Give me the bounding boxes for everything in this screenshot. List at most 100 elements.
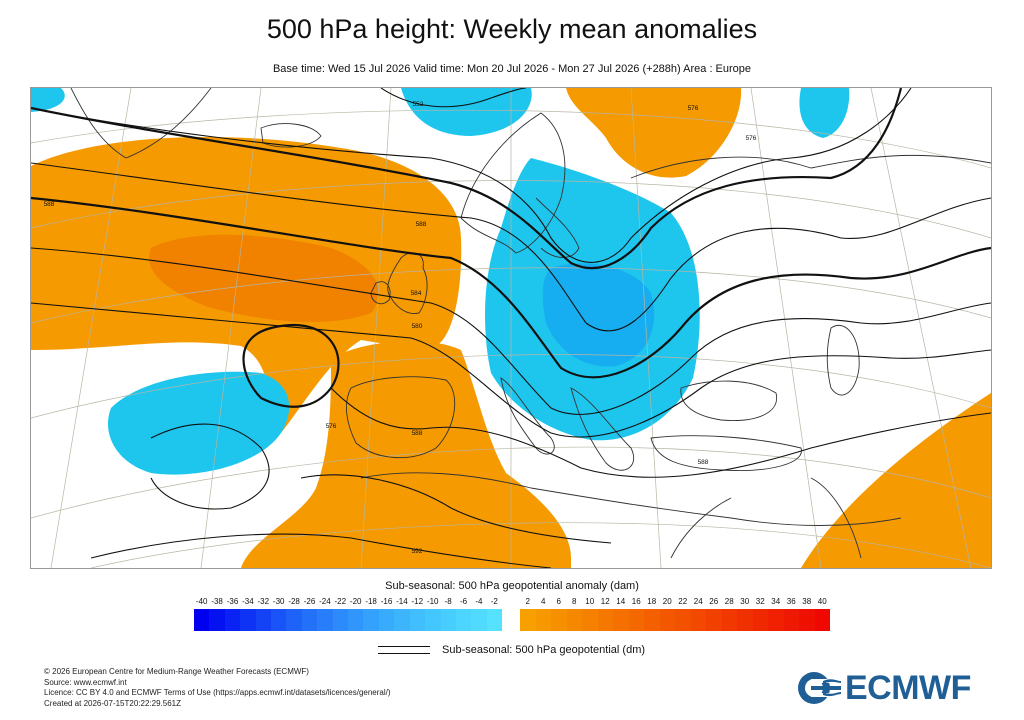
strong-negative-core <box>542 263 655 367</box>
negative-colorbar-swatch <box>394 609 410 631</box>
graticule-line <box>31 446 991 519</box>
coast-greenland <box>70 88 212 159</box>
footer-created: Created at 2026-07-15T20:22:29.561Z <box>44 698 181 708</box>
negative-colorbar-swatch <box>286 609 302 631</box>
negative-colorbar-tick-label: -26 <box>303 597 316 606</box>
positive-colorbar-tick-label: 4 <box>541 597 546 606</box>
negative-colorbar-swatch <box>455 609 472 631</box>
positive-colorbar-tick-label: 26 <box>709 597 719 606</box>
positive-colorbar-swatch <box>706 609 722 631</box>
coast-italy <box>500 377 555 455</box>
negative-colorbar-swatch <box>471 609 487 631</box>
positive-colorbar-tick-label: 18 <box>647 597 657 606</box>
negative-colorbar-swatch <box>425 609 441 631</box>
positive-colorbar-swatch <box>597 609 613 631</box>
contour-label-592: 592 <box>412 548 423 555</box>
positive-colorbar-tick-label: 8 <box>572 597 577 606</box>
geopotential-contours <box>31 88 991 568</box>
contour-588-line <box>242 323 340 408</box>
contour-558-line <box>31 88 912 263</box>
negative-colorbar-tick-label: -38 <box>211 597 223 606</box>
graticule-line <box>200 88 262 568</box>
positive-colorbar-swatch <box>551 609 567 631</box>
graticule-line <box>630 88 662 568</box>
negative-colorbar-swatch <box>363 609 379 631</box>
footer: © 2026 European Centre for Medium-Range … <box>44 667 391 709</box>
positive-colorbar-swatch <box>659 609 675 631</box>
coast-middle-east <box>810 477 862 559</box>
contour-label-580: 580 <box>412 323 423 330</box>
graticule-line <box>31 109 991 169</box>
map-panel[interactable]: 552 576 576 588 588 584 580 576 588 588 … <box>30 87 992 569</box>
negative-colorbar-tick-label: -24 <box>319 597 331 606</box>
contour-label-576-mid: 576 <box>326 423 337 430</box>
graticule-line <box>360 88 392 568</box>
negative-colorbar-tick-label: -2 <box>490 597 498 606</box>
contour-label-576-east: 576 <box>746 135 757 142</box>
strong-positive-core <box>149 234 379 323</box>
positive-colorbar <box>520 609 830 631</box>
positive-colorbar-swatch <box>582 609 598 631</box>
coast-arctic-russia <box>630 154 991 179</box>
contour-564-line <box>31 88 903 270</box>
chart-title: 500 hPa height: Weekly mean anomalies <box>266 14 758 44</box>
positive-colorbar-tick-label: 20 <box>662 597 672 606</box>
positive-colorbar-tick-label: 22 <box>678 597 688 606</box>
contour-label-584: 584 <box>411 290 422 297</box>
negative-colorbar-swatch <box>317 609 333 631</box>
positive-colorbar-tick-label: 16 <box>631 597 641 606</box>
negative-colorbar-tick-label: -40 <box>195 597 208 606</box>
contour-580-line <box>31 247 991 415</box>
coast-ireland <box>370 281 391 305</box>
negative-colorbar-swatch <box>409 609 426 631</box>
negative-colorbar <box>194 609 503 631</box>
positive-colorbar-tick-label: 14 <box>616 597 626 606</box>
graticule-line <box>750 88 822 568</box>
negative-colorbar-swatch <box>194 609 210 631</box>
negative-colorbar-tick-label: -34 <box>242 597 254 606</box>
negative-colorbar-swatch <box>486 609 503 631</box>
negative-colorbar-swatch <box>224 609 241 631</box>
positive-colorbar-swatch <box>613 609 629 631</box>
contour-label-588-iberia: 588 <box>412 430 423 437</box>
contour-label-552: 552 <box>413 101 424 108</box>
negative-colorbar-tick-label: -16 <box>380 597 393 606</box>
negative-colorbar-tick-label: -20 <box>349 597 362 606</box>
negative-colorbar-swatch <box>209 609 225 631</box>
positive-colorbar-swatch <box>721 609 737 631</box>
graticule-line <box>50 88 132 568</box>
coast-north-africa <box>360 472 902 526</box>
graticule-line <box>31 354 991 419</box>
negative-colorbar-tick-label: -18 <box>365 597 377 606</box>
negative-anomaly-azores <box>107 371 290 475</box>
positive-colorbar-swatch <box>690 609 706 631</box>
positive-colorbar-swatch <box>752 609 768 631</box>
positive-colorbar-tick-label: 6 <box>556 597 561 606</box>
positive-anomaly-east-med <box>801 393 991 568</box>
positive-colorbar-swatch <box>737 609 753 631</box>
contour-legend: Sub-seasonal: 500 hPa geopotential (dm) <box>378 643 645 657</box>
contour-label-588-west: 588 <box>44 201 55 208</box>
negative-colorbar-tick-label: -8 <box>444 597 452 606</box>
negative-colorbar-swatch <box>301 609 318 631</box>
positive-colorbar-tick-label: 34 <box>771 597 781 606</box>
positive-colorbar-swatch <box>644 609 660 631</box>
contour-592-line <box>150 423 270 510</box>
negative-anomaly-ural <box>799 88 850 138</box>
negative-colorbar-tick-label: -14 <box>396 597 408 606</box>
graticule-line <box>90 522 991 568</box>
positive-colorbar-swatch <box>566 609 582 631</box>
positive-colorbar-tick-label: 28 <box>724 597 734 606</box>
negative-colorbar-tick-label: -36 <box>226 597 239 606</box>
positive-colorbar-tick-label: 12 <box>600 597 610 606</box>
coast-baltic <box>535 197 580 258</box>
ecmwf-logo[interactable]: ECMWF <box>797 668 971 708</box>
negative-colorbar-tick-label: -30 <box>272 597 285 606</box>
coast-british-isles <box>387 252 428 314</box>
footer-source: Source: www.ecmwf.int <box>44 677 127 687</box>
negative-anomaly-norwegian-sea <box>401 88 532 136</box>
ecmwf-logo-icon <box>798 672 841 704</box>
coast-caspian <box>826 325 860 396</box>
positive-anomaly-scandinavia-north <box>566 88 742 178</box>
ecmwf-logo-text: ECMWF <box>845 668 971 707</box>
